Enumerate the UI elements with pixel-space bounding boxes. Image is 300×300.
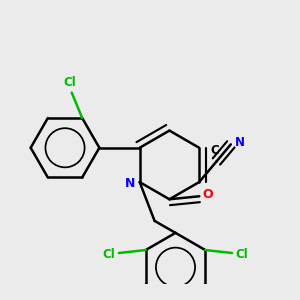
Text: N: N bbox=[234, 136, 244, 149]
Text: O: O bbox=[203, 188, 214, 201]
Text: Cl: Cl bbox=[103, 248, 115, 261]
Text: Cl: Cl bbox=[64, 76, 76, 89]
Text: Cl: Cl bbox=[236, 248, 248, 261]
Text: N: N bbox=[125, 177, 135, 190]
Text: C: C bbox=[211, 144, 219, 157]
